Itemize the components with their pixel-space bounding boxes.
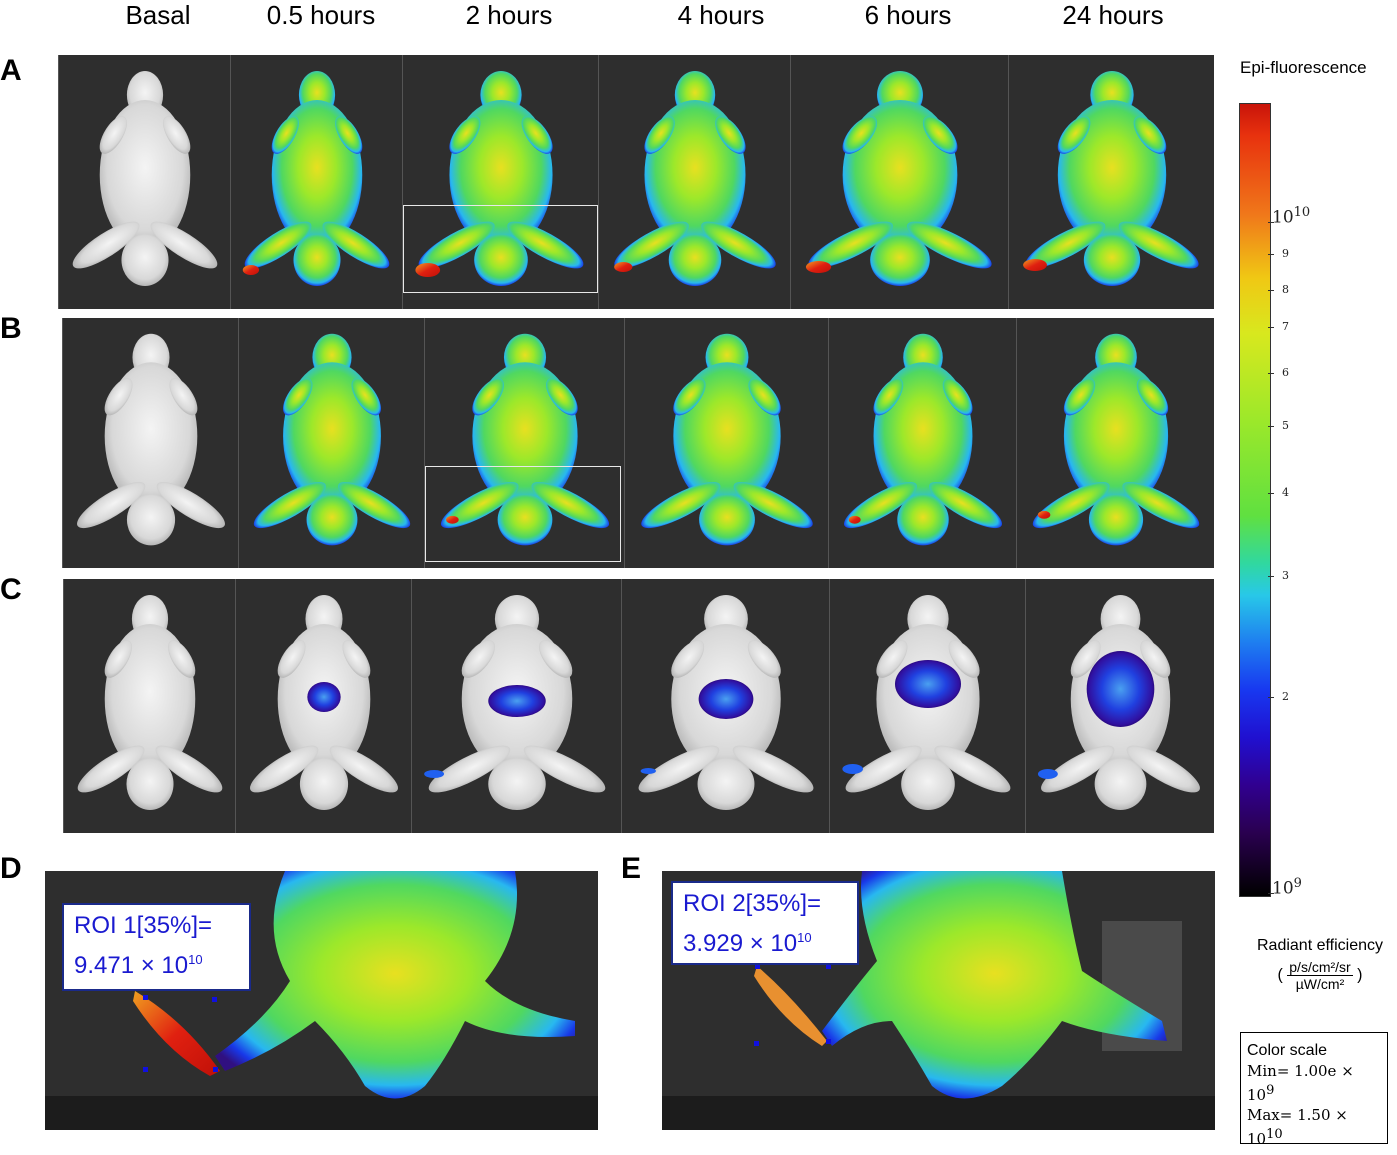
tick-mark bbox=[1268, 893, 1274, 894]
mouse-image-b-6h bbox=[828, 318, 1017, 568]
mouse-image-c-6h bbox=[829, 579, 1026, 833]
mouse-image-a-4h bbox=[598, 55, 791, 309]
color-scale-min: Min= 1.00e × 109 bbox=[1247, 1062, 1354, 1104]
roi-1-label: ROI 1[35%]= 9.471 × 1010 bbox=[62, 903, 251, 991]
colorbar-tick-6: 6 bbox=[1282, 366, 1289, 379]
row-label-a: A bbox=[0, 54, 22, 87]
colorbar-tick-5: 5 bbox=[1282, 419, 1289, 432]
paren-right: ) bbox=[1357, 966, 1363, 984]
roi-2-value-row: 3.929 × 1010 bbox=[683, 921, 847, 961]
color-scale-box: Color scale Min= 1.00e × 109 Max= 1.50 ×… bbox=[1240, 1032, 1388, 1148]
radiant-unit-fraction: p/s/cm²/sr µW/cm² bbox=[1287, 959, 1353, 992]
color-scale-max: Max= 1.50 × 1010 bbox=[1247, 1106, 1348, 1148]
radiant-unit-denominator: µW/cm² bbox=[1295, 976, 1345, 992]
row-label-e: E bbox=[621, 852, 642, 885]
colorbar-gradient bbox=[1239, 103, 1271, 897]
row-c-image-strip bbox=[63, 579, 1214, 833]
column-header-4-hours: 4 hours bbox=[677, 0, 765, 30]
mouse-image-a-6h bbox=[790, 55, 1009, 309]
mouse-image-b-basal bbox=[62, 318, 239, 568]
roi-outline-b bbox=[425, 466, 621, 562]
mouse-image-b-4h bbox=[624, 318, 829, 568]
column-header-0-5-hours: 0.5 hours bbox=[266, 0, 376, 30]
roi-2-exponent: 10 bbox=[797, 930, 812, 945]
colorbar-tick-2: 2 bbox=[1282, 690, 1289, 703]
colorbar-tick-7: 7 bbox=[1282, 320, 1289, 333]
paren-left: ( bbox=[1277, 966, 1283, 984]
tick-mark bbox=[1268, 327, 1274, 328]
column-header-6-hours: 6 hours bbox=[864, 0, 952, 30]
roi-2-name: ROI 2[35%]= bbox=[683, 890, 822, 917]
zoom-panel-e: ROI 2[35%]= 3.929 × 1010 bbox=[662, 871, 1215, 1130]
colorbar-tick-3: 3 bbox=[1282, 569, 1289, 582]
row-label-b: B bbox=[0, 312, 22, 345]
zoom-panel-d: ROI 1[35%]= 9.471 × 1010 bbox=[45, 871, 598, 1130]
tick-mark bbox=[1268, 254, 1274, 255]
mouse-image-c-2h bbox=[411, 579, 622, 833]
colorbar-title: Epi-fluorescence bbox=[1240, 58, 1367, 77]
mouse-image-c-4h bbox=[621, 579, 830, 833]
roi-2-label: ROI 2[35%]= 3.929 × 1010 bbox=[671, 881, 859, 965]
row-label-c: C bbox=[0, 573, 22, 606]
column-header-2-hours: 2 hours bbox=[465, 0, 553, 30]
mouse-image-b-24h bbox=[1016, 318, 1214, 568]
roi-1-exponent: 10 bbox=[188, 952, 203, 967]
tick-mark bbox=[1268, 222, 1274, 223]
color-scale-title: Color scale bbox=[1247, 1042, 1328, 1059]
column-header-basal: Basal bbox=[125, 0, 191, 30]
colorbar-tick-9: 9 bbox=[1282, 247, 1289, 260]
mouse-image-b-2h bbox=[424, 318, 625, 568]
roi-1-name: ROI 1[35%]= bbox=[74, 912, 213, 939]
mouse-image-a-basal bbox=[58, 55, 231, 309]
mouse-image-a-0-5h bbox=[230, 55, 403, 309]
colorbar-label-top: 1010 bbox=[1272, 205, 1311, 228]
tick-mark bbox=[1268, 290, 1274, 291]
mouse-image-a-2h bbox=[402, 55, 599, 309]
row-label-d: D bbox=[0, 852, 22, 885]
roi-2-value: 3.929 × 10 bbox=[683, 930, 798, 957]
row-b-image-strip bbox=[62, 318, 1214, 568]
mouse-image-b-0-5h bbox=[238, 318, 425, 568]
roi-1-value-row: 9.471 × 1010 bbox=[74, 943, 239, 983]
mouse-image-c-basal bbox=[63, 579, 236, 833]
mouse-image-a-24h bbox=[1008, 55, 1214, 309]
tick-mark bbox=[1268, 426, 1274, 427]
roi-outline-a bbox=[403, 205, 598, 293]
colorbar-tick-4: 4 bbox=[1282, 486, 1289, 499]
colorbar-tick-8: 8 bbox=[1282, 283, 1289, 296]
radiant-unit-numerator: p/s/cm²/sr bbox=[1287, 959, 1353, 976]
radiant-efficiency-label: Radiant efficiency ( p/s/cm²/sr µW/cm² ) bbox=[1240, 937, 1397, 992]
tick-mark bbox=[1268, 576, 1274, 577]
tick-mark bbox=[1268, 697, 1274, 698]
colorbar-label-bottom: 109 bbox=[1272, 876, 1302, 899]
tick-mark bbox=[1268, 493, 1274, 494]
roi-1-value: 9.471 × 10 bbox=[74, 952, 189, 979]
mouse-image-c-24h bbox=[1025, 579, 1214, 833]
radiant-efficiency-title: Radiant efficiency bbox=[1257, 937, 1383, 954]
tick-mark bbox=[1268, 373, 1274, 374]
mouse-image-c-0-5h bbox=[235, 579, 412, 833]
row-a-image-strip bbox=[58, 55, 1214, 309]
column-header-24-hours: 24 hours bbox=[1062, 0, 1164, 30]
